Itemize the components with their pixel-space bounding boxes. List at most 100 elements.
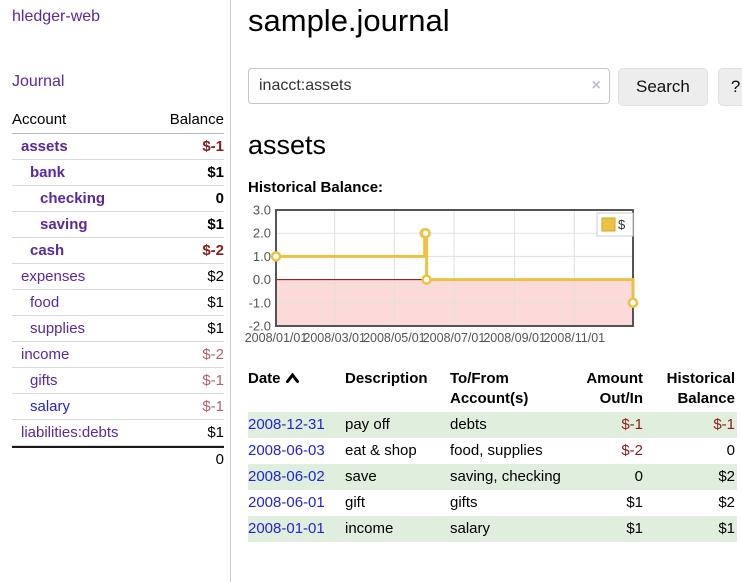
accounts-total-value: 0 — [215, 451, 224, 468]
x-tick-label: 2008/09/01 — [483, 331, 546, 345]
transaction-amount: $-2 — [621, 442, 643, 459]
page-title: sample.journal — [248, 3, 450, 38]
account-link-expenses[interactable]: expenses — [21, 268, 86, 285]
transaction-row: 2008-06-01 gift gifts $1 $2 — [248, 490, 737, 516]
transaction-description: save — [345, 464, 450, 490]
chart-point — [421, 274, 432, 285]
transaction-date-link[interactable]: 2008-12-31 — [248, 416, 325, 433]
account-balance: $1 — [207, 216, 224, 233]
transaction-amount: $1 — [626, 494, 643, 511]
column-header-description: Description — [345, 370, 428, 387]
transaction-accounts: saving, checking — [450, 464, 565, 490]
account-balance: $1 — [207, 294, 224, 311]
account-row: cash $-2 — [12, 238, 224, 264]
date-header-label: Date — [248, 370, 281, 387]
account-link-checking[interactable]: checking — [40, 190, 106, 207]
chart-point — [627, 297, 639, 309]
transaction-date-link[interactable]: 2008-06-01 — [248, 490, 345, 516]
sort-ascending-icon — [285, 369, 299, 389]
transaction-date-link[interactable]: 2008-06-03 — [248, 438, 345, 464]
account-link-income[interactable]: income — [21, 346, 70, 363]
account-link-salary[interactable]: salary — [30, 398, 71, 415]
account-row: checking 0 — [12, 186, 224, 212]
transaction-date-link[interactable]: 2008-12-31 — [248, 412, 345, 438]
transaction-amount: $1 — [565, 516, 645, 542]
transaction-row: 2008-06-03 eat & shop food, supplies $-2 0 — [248, 438, 737, 464]
transaction-date-link[interactable]: 2008-01-01 — [248, 520, 325, 537]
chart-svg: $3.0 2.0 1.0 0.0 -1.0 -2.02008/01/012008/03/0… — [245, 203, 639, 345]
account-balance: 0 — [215, 190, 224, 207]
account-row: gifts $-1 — [12, 368, 224, 394]
historical-balance-chart: $3.0 2.0 1.0 0.0 -1.0 -2.0 2008/01/01 2008/03/0… — [245, 203, 648, 349]
x-tick-label: 2008/01/01 — [245, 331, 308, 345]
account-link-assets[interactable]: assets — [21, 138, 68, 155]
account-link-bank[interactable]: bank — [30, 164, 66, 181]
clear-search-icon[interactable]: × — [591, 77, 601, 94]
account-link-liabilities-debts[interactable]: liabilities:debts — [21, 424, 119, 441]
legend-label: $ — [618, 217, 626, 232]
x-tick-label: 2008/07/01 — [423, 331, 486, 345]
search-box: × — [248, 68, 610, 106]
account-row: income $-2 — [12, 342, 224, 368]
transaction-row: 2008-01-01 income salary $1 $1 — [248, 516, 737, 542]
sidebar: hledger-web Journal Account Balance asse… — [0, 0, 231, 582]
plot-border — [275, 209, 634, 327]
transaction-date-link[interactable]: 2008-06-03 — [248, 442, 325, 459]
register-header-row: Date Description To/From Account(s) Amou… — [248, 366, 737, 412]
transaction-amount: 0 — [565, 464, 645, 490]
search-input[interactable] — [248, 68, 610, 104]
account-row: food $1 — [12, 290, 224, 316]
transaction-amount: $-1 — [565, 412, 645, 438]
account-row: supplies $1 — [12, 316, 224, 342]
main-content: sample.journal × Search ? assets Histori… — [245, 0, 742, 542]
transaction-date-link[interactable]: 2008-06-02 — [248, 468, 325, 485]
account-row: liabilities:debts $1 — [12, 420, 224, 446]
transaction-description: pay off — [345, 412, 450, 438]
column-header-date[interactable]: Date — [248, 366, 345, 412]
account-balance: $2 — [207, 268, 224, 285]
account-row: bank $1 — [12, 160, 224, 186]
transaction-accounts: debts — [450, 412, 565, 438]
account-row: assets $-1 — [12, 134, 224, 160]
legend-swatch — [601, 217, 616, 232]
account-balance: $1 — [207, 164, 224, 181]
chart-point — [270, 251, 282, 262]
chart-point — [420, 227, 431, 239]
transaction-row: 2008-06-02 save saving, checking 0 $2 — [248, 464, 737, 490]
account-row: expenses $2 — [12, 264, 224, 290]
transaction-date-link[interactable]: 2008-01-01 — [248, 516, 345, 542]
help-button[interactable]: ? — [717, 68, 742, 106]
account-balance: $-2 — [202, 346, 224, 363]
app-title-link[interactable]: hledger-web — [12, 8, 101, 25]
y-tick-label: -2.0 — [249, 319, 271, 334]
account-link-gifts[interactable]: gifts — [30, 372, 58, 389]
transaction-row: 2008-12-31 pay off debts $-1 $-1 — [248, 412, 737, 438]
transaction-accounts: food, supplies — [450, 442, 543, 459]
account-balance: $-1 — [202, 372, 224, 389]
column-header-accounts: To/From Account(s) — [450, 370, 529, 407]
account-balance: $-2 — [202, 242, 224, 259]
accounts-rows: assets $-1 bank $1 checking 0 saving $1 cash $-2 e… — [12, 134, 224, 446]
transaction-date-link[interactable]: 2008-06-02 — [248, 464, 345, 490]
sidebar-item-journal[interactable]: Journal — [12, 73, 65, 90]
account-link-cash[interactable]: cash — [30, 242, 65, 259]
account-link-supplies[interactable]: supplies — [30, 320, 86, 337]
accounts-header-account: Account — [12, 111, 67, 128]
account-link-food[interactable]: food — [30, 294, 60, 311]
account-balance: $-1 — [202, 398, 224, 415]
search-button[interactable]: Search — [618, 68, 708, 106]
account-link-saving[interactable]: saving — [40, 216, 88, 233]
account-page-title: assets — [248, 130, 327, 160]
transaction-accounts: salary — [450, 516, 565, 542]
transaction-description: gift — [345, 494, 366, 511]
account-balance: $1 — [207, 320, 224, 337]
transaction-date-link[interactable]: 2008-06-01 — [248, 494, 325, 511]
accounts-table-header: Account Balance — [12, 109, 224, 134]
column-header-balance: Historical Balance — [666, 370, 735, 407]
accounts-header-balance: Balance — [169, 111, 224, 128]
transaction-description: income — [345, 516, 450, 542]
column-header-amount: Amount Out/In — [586, 370, 643, 407]
y-tick-label: 3.0 — [253, 203, 271, 218]
x-tick-label: 2008/11/01 — [543, 331, 605, 345]
transaction-balance: $2 — [718, 494, 735, 511]
